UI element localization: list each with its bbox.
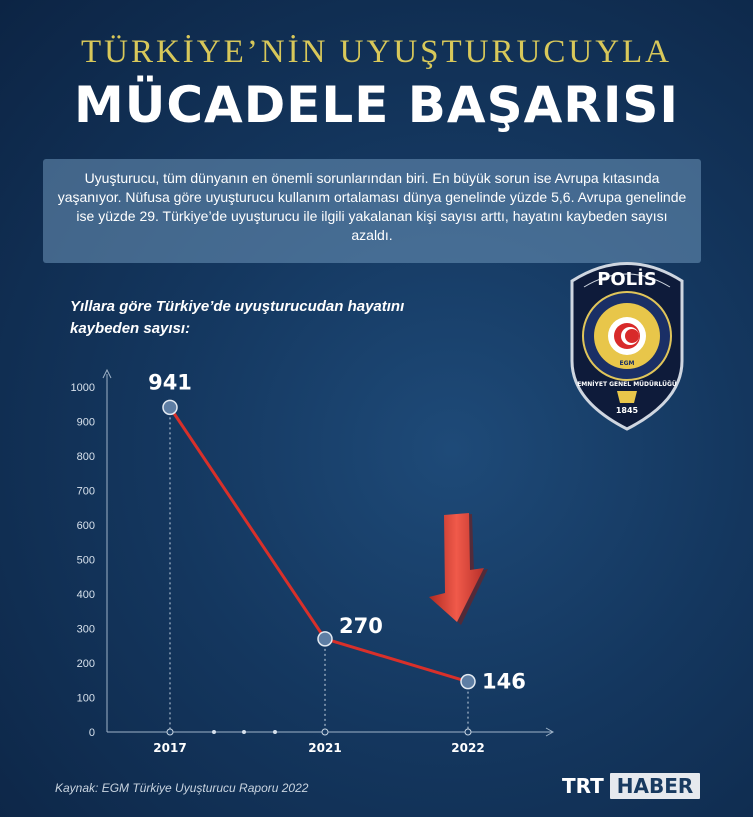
x-tick-label: 2017: [153, 741, 186, 755]
chart-title: Yıllara göre Türkiye’de uyuşturucudan ha…: [70, 298, 405, 337]
y-tick-label: 600: [77, 520, 95, 532]
badge-year: 1845: [616, 406, 639, 415]
title-main: MÜCADELE BAŞARISI: [73, 76, 680, 134]
logo-haber: HABER: [609, 773, 701, 799]
logo-trt: TRT: [562, 774, 604, 798]
chart-marks: 941 270 146: [148, 370, 526, 693]
x-tick-mark: [464, 728, 472, 736]
y-tick-label: 500: [77, 555, 95, 567]
trt-haber-logo: TRT HABER: [562, 773, 710, 799]
badge-center-text: EGM: [620, 360, 635, 367]
police-badge-icon: POLİS EGM EMNİYET GENEL MÜDÜRLÜĞÜ 1845: [562, 251, 692, 436]
y-tick-label: 800: [77, 451, 95, 463]
x-tick-mark: [166, 728, 174, 736]
y-axis-arrow: [102, 368, 112, 379]
x-axis-dot: [212, 730, 216, 734]
data-point: [460, 673, 476, 690]
chart-axes: 0 100 200 300 400 500 600 700 800 900 1000 2017 2021…: [71, 368, 555, 755]
x-tick-label: 2021: [308, 741, 341, 755]
badge-top-text: POLİS: [597, 268, 657, 290]
title-top: TÜRKİYE’NİN UYUŞTURUCUYLA: [80, 34, 673, 70]
source-text: Kaynak: EGM Türkiye Uyuşturucu Raporu 20…: [55, 781, 309, 795]
y-tick-label: 0: [89, 727, 95, 739]
down-arrow-icon: [429, 513, 488, 625]
x-tick-label: 2022: [451, 741, 484, 755]
data-label: 146: [482, 670, 526, 694]
y-tick-label: 300: [77, 624, 95, 636]
x-axis-dot: [242, 730, 246, 734]
y-tick-label: 700: [77, 486, 95, 498]
x-tick-mark: [321, 728, 329, 736]
y-tick-label: 900: [77, 417, 95, 429]
y-tick-label: 400: [77, 589, 95, 601]
badge-ring-text: EMNİYET GENEL MÜDÜRLÜĞÜ: [577, 381, 677, 388]
data-label: 270: [339, 614, 383, 638]
y-tick-label: 200: [77, 658, 95, 670]
intro-text-box: Uyuşturucu, tüm dünyanın en önemli sorun…: [43, 159, 701, 263]
data-label: 941: [148, 370, 192, 394]
x-axis-dot: [273, 730, 277, 734]
x-axis-arrow: [545, 727, 555, 737]
data-point: [162, 399, 178, 416]
data-point: [317, 631, 333, 647]
y-tick-label: 100: [77, 693, 95, 705]
y-tick-label: 1000: [71, 382, 95, 394]
